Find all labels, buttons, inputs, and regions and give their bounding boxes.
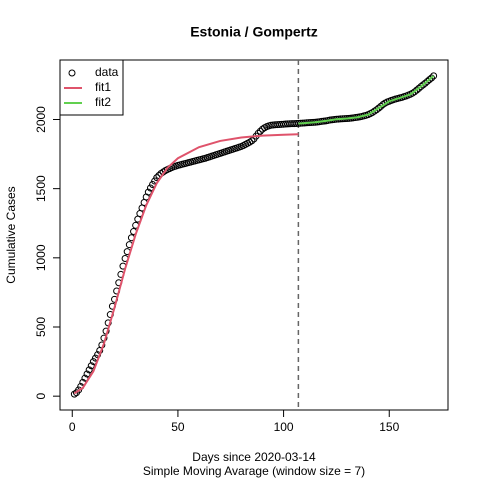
data-point [87,362,95,370]
y-tick-label: 1000 [34,244,48,271]
subtitle: Simple Moving Avarage (window size = 7) [143,464,365,478]
data-point [417,83,425,91]
chart-title: Estonia / Gompertz [190,24,318,40]
x-tick-label: 50 [171,420,185,434]
data-point [421,79,429,87]
data-point [423,77,431,85]
legend-symbol [68,69,76,77]
legend-label: data [95,65,119,79]
y-tick-label: 2000 [34,106,48,133]
data-point [248,137,256,145]
data-point [85,366,93,374]
data-point [373,106,381,114]
data-point [256,127,264,135]
y-tick-label: 1500 [34,175,48,202]
data-point [83,370,91,378]
data-point [75,386,83,394]
x-tick-label: 100 [274,420,294,434]
legend-label: fit2 [95,95,111,109]
y-tick-label: 500 [34,317,48,337]
data-point [144,188,152,196]
x-tick-label: 150 [379,420,399,434]
data-point [419,81,427,89]
fit-line [73,133,299,395]
data-point [430,72,438,80]
data-point [428,74,436,82]
data-point [411,88,419,96]
data-point [415,84,423,92]
data-point [375,104,383,112]
y-tick-label: 0 [34,393,48,400]
plot-box [59,59,449,411]
x-tick-label: 0 [69,420,76,434]
data-point [413,86,421,94]
legend-label: fit1 [95,80,111,94]
fit-line [298,75,435,125]
y-axis-label: Cumulative Cases [4,186,18,283]
data-point [425,76,433,84]
x-axis-label: Days since 2020-03-14 [192,450,316,464]
